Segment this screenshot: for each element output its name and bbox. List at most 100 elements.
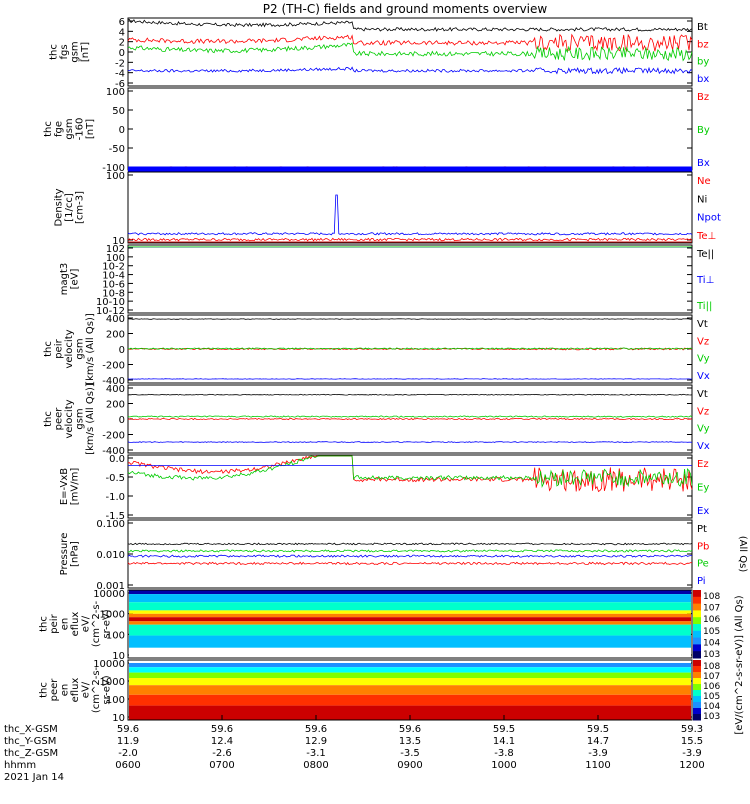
spectrogram-band: [129, 678, 691, 685]
legend-label: Te||: [696, 249, 714, 260]
ylabel-line: gsm: [69, 41, 80, 62]
xaxis-value: 59.6: [399, 724, 421, 735]
xaxis-value: 14.7: [587, 736, 609, 747]
panel-ylabel: E=-VxB[mV/m]: [59, 468, 81, 506]
legend-label: Pt: [697, 524, 707, 535]
colorbar-tick: 108: [703, 662, 720, 672]
xaxis-row-label: thc_Z-GSM: [4, 748, 58, 759]
spectrogram-band: [129, 685, 691, 695]
colorbar-cell: [693, 610, 701, 617]
ylabel-line: Pressure: [59, 533, 70, 576]
ylabel-line: fgs: [59, 44, 70, 59]
spectrogram-band: [129, 648, 691, 658]
xaxis-value: 59.6: [117, 724, 139, 735]
panel-ylabel: Pressure[nPa]: [59, 533, 81, 576]
xaxis-value: 1200: [679, 760, 704, 771]
spectrogram-band: [129, 673, 691, 678]
spectrogram-band: [129, 663, 691, 667]
xaxis-value: -3.5: [400, 748, 420, 759]
ylabel-line: [km/s (All Qs)]: [85, 313, 96, 385]
ylabel-line: velocity: [64, 329, 75, 368]
ytick-label: 400: [106, 314, 125, 325]
legend-label: Pe: [697, 559, 709, 570]
xaxis-value: 59.6: [211, 724, 233, 735]
colorbar-cell: [693, 590, 701, 597]
colorbar-tick: 103: [703, 712, 720, 722]
series-line-pe: [128, 550, 692, 552]
series-line-vt: [128, 319, 692, 320]
ytick-label: 200: [106, 330, 125, 341]
ytick-label: 1000: [100, 610, 125, 621]
side-label: (All Qs): [737, 536, 748, 573]
colorbar-cell: [693, 631, 701, 638]
colorbar-tick: 105: [703, 692, 720, 702]
xaxis-value: -2.0: [118, 748, 138, 759]
colorbar-cell: [693, 678, 701, 685]
ytick-label: -0.5: [105, 473, 125, 484]
legend-label: Vx: [697, 371, 710, 382]
colorbar-tick: 103: [703, 650, 720, 660]
ytick-label: 10: [112, 713, 125, 724]
series-line-bx: [128, 67, 692, 73]
panel-frame: [128, 245, 692, 313]
colorbar-tick: 107: [703, 672, 720, 682]
series-line-ey: [128, 456, 692, 487]
xaxis-value: 1100: [585, 760, 610, 771]
xaxis-value: 59.5: [493, 724, 515, 735]
colorbar-tick: 108: [703, 592, 720, 602]
ylabel-line: [nT]: [85, 119, 96, 139]
ylabel-line: [nPa]: [69, 541, 80, 567]
ylabel-line: eflux: [70, 678, 81, 703]
ylabel-line: Density: [54, 188, 65, 226]
ylabel-line: thc: [43, 121, 54, 137]
ylabel-line: (cm^2-s-: [91, 600, 102, 647]
series-line-vt: [128, 394, 692, 395]
ylabel-line: eV/: [81, 615, 92, 632]
panel-frame: [128, 172, 692, 243]
spectrogram-band: [129, 667, 691, 672]
colorbar-label: [eV/(cm^2-s-sr-eV)] (All Qs): [734, 595, 745, 734]
colorbar-cell: [693, 714, 701, 721]
series-line-vy: [128, 348, 692, 349]
panel-ylabel: magt3[eV]: [59, 263, 81, 296]
legend-label: Ti⊥: [696, 275, 714, 286]
ylabel-line: (cm^2-s-: [91, 666, 102, 713]
series-line-bt: [128, 20, 692, 32]
xaxis-value: -3.9: [588, 748, 608, 759]
series-line-by: [128, 43, 692, 60]
xaxis-value: 1000: [491, 760, 516, 771]
ytick-label: -200: [102, 361, 125, 372]
legend-label: Vt: [697, 319, 708, 330]
colorbar-cell: [693, 651, 701, 658]
ylabel-line: -160: [75, 118, 86, 141]
xaxis-value: -3.8: [494, 748, 514, 759]
legend-label: Te⊥: [696, 231, 716, 242]
xaxis-value: 0600: [115, 760, 140, 771]
colorbar-cell: [693, 617, 701, 624]
colorbar-cell: [693, 696, 701, 703]
colorbar-cell: [693, 604, 701, 611]
colorbar-cell: [693, 638, 701, 645]
ytick-label: 10000: [93, 589, 125, 600]
legend-label: Vy: [697, 354, 710, 365]
series-line-vy: [128, 416, 692, 417]
ytick-label: 0: [119, 345, 125, 356]
ylabel-line: gsm: [75, 408, 86, 429]
series-line-npot: [128, 195, 692, 235]
ytick-label: 200: [106, 400, 125, 411]
xaxis-value: 12.4: [211, 736, 233, 747]
legend-label: Ni: [697, 194, 707, 205]
series-line-pi: [128, 555, 692, 557]
ylabel-line: [eV]: [69, 269, 80, 290]
ylabel-line: eflux: [70, 612, 81, 637]
ytick-label: 10000: [93, 659, 125, 670]
xaxis-value: -3.1: [306, 748, 326, 759]
legend-label: Pi: [697, 576, 706, 587]
